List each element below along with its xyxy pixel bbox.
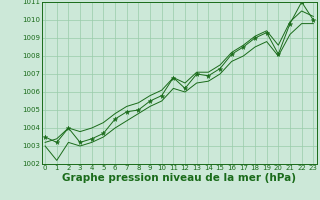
X-axis label: Graphe pression niveau de la mer (hPa): Graphe pression niveau de la mer (hPa) — [62, 173, 296, 183]
